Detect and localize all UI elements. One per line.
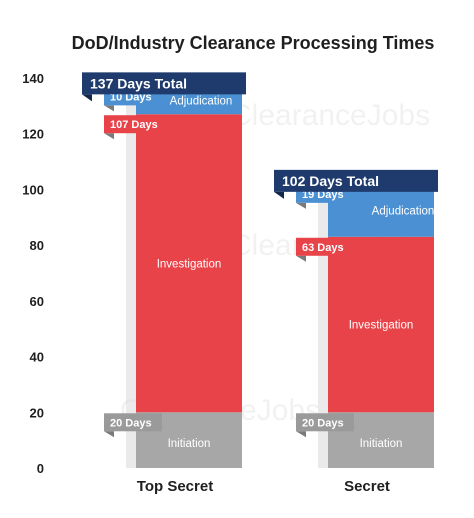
tag-fold (104, 431, 114, 438)
bar-segment-label: Investigation (349, 320, 414, 332)
total-banner-fold (82, 94, 92, 102)
bar-shadow (126, 98, 136, 468)
bar-segment-investigation (136, 114, 242, 413)
y-tick-label: 60 (30, 294, 44, 309)
tag-fold (104, 133, 114, 140)
total-banner-label: 137 Days Total (90, 75, 187, 91)
bar-shadow (318, 195, 328, 468)
duration-tag (296, 237, 354, 256)
tag-fold (296, 431, 306, 438)
total-banner (274, 169, 438, 192)
duration-tag-label: 107 Days (110, 119, 158, 131)
chart-title: DoD/Industry Clearance Processing Times (72, 33, 435, 53)
bar-segment-label: Adjudication (170, 95, 233, 107)
x-category-label: Secret (344, 478, 390, 495)
bar-segment-investigation (328, 236, 434, 413)
total-banner-fold (274, 191, 284, 199)
watermark-text: ClearanceJobs (230, 99, 430, 132)
duration-tag (296, 413, 354, 432)
bar-segment-label: Adjudication (372, 205, 435, 217)
y-axis: 0 20 40 60 80 100 120 140 (22, 71, 44, 476)
y-tick-label: 40 (30, 350, 44, 365)
duration-tag-label: 20 Days (302, 417, 344, 429)
x-category-label: Top Secret (137, 478, 213, 495)
duration-tag-label: 20 Days (110, 417, 152, 429)
bar-segment-label: Initiation (168, 438, 211, 450)
bar-segment-label: Investigation (157, 258, 222, 270)
tag-fold (104, 105, 114, 112)
total-banner (82, 72, 246, 95)
y-tick-label: 80 (30, 238, 44, 253)
y-tick-label: 100 (22, 182, 44, 197)
duration-tag (104, 115, 162, 134)
y-tick-label: 20 (30, 405, 44, 420)
tag-fold (296, 255, 306, 262)
y-tick-label: 140 (22, 71, 44, 86)
x-axis: Top Secret Secret (137, 478, 390, 495)
total-banner-label: 102 Days Total (282, 173, 379, 189)
tag-fold (296, 202, 306, 209)
bar-segment-label: Initiation (360, 438, 403, 450)
duration-tag (104, 413, 162, 432)
y-tick-label: 0 (37, 461, 44, 476)
y-tick-label: 120 (22, 127, 44, 142)
duration-tag-label: 63 Days (302, 242, 344, 254)
bars: Initiation 20 Days Investigation 107 Days Ad… (82, 72, 438, 468)
